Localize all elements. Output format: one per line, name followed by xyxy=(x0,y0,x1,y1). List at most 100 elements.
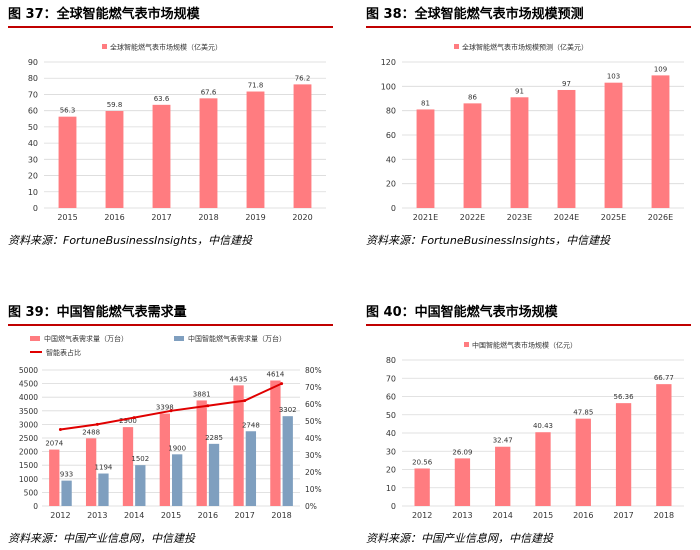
bar xyxy=(651,75,670,208)
bar xyxy=(575,418,591,506)
data-label: 26.09 xyxy=(452,448,472,456)
bar xyxy=(510,97,529,208)
y2-tick-label: 0% xyxy=(305,502,317,511)
data-label: 20.56 xyxy=(412,458,433,466)
legend-label: 全球智能燃气表市场规模（亿美元） xyxy=(110,43,222,52)
x-tick-label: 2014 xyxy=(493,511,513,520)
chart-title: 图 38：全球智能燃气表市场规模预测 xyxy=(366,4,691,28)
bar xyxy=(172,454,183,506)
x-tick-label: 2014 xyxy=(124,511,144,520)
x-tick-label: 2016 xyxy=(104,213,124,222)
bar-chart-global-forecast: 全球智能燃气表市场规模预测（亿美元） 0 20 40 60 80 100 120 81 2021E… xyxy=(381,43,684,222)
x-tick-label: 2015 xyxy=(57,213,77,222)
y-tick-label: 4500 xyxy=(19,380,38,389)
data-label: 56.36 xyxy=(614,393,635,401)
bar xyxy=(246,91,265,208)
x-tick-label: 2016 xyxy=(198,511,218,520)
y-tick-label: 80 xyxy=(386,356,396,365)
data-label: 86 xyxy=(468,93,477,101)
bar xyxy=(196,400,207,506)
bar xyxy=(414,468,430,506)
x-tick-label: 2018 xyxy=(654,511,674,520)
legend-label: 中国智能燃气表需求量（万台） xyxy=(188,334,286,343)
data-label: 1502 xyxy=(131,455,149,463)
data-label: 71.8 xyxy=(248,82,264,90)
line-point xyxy=(95,422,99,426)
y-tick-label: 3500 xyxy=(19,407,38,416)
bar xyxy=(495,446,511,506)
x-tick-label: 2017 xyxy=(613,511,633,520)
bar xyxy=(98,473,109,506)
data-label: 3302 xyxy=(279,406,297,414)
bar xyxy=(61,480,72,506)
bar-chart-china-market: 中国智能燃气表市场规模（亿元） 0 10 20 30 40 50 60 70 80 20.56 201… xyxy=(386,341,684,520)
chart-title: 图 37：全球智能燃气表市场规模 xyxy=(8,4,333,28)
bar xyxy=(152,104,171,208)
bar xyxy=(656,384,672,506)
chart-panel-2: 图 38：全球智能燃气表市场规模预测 全球智能燃气表市场规模预测（亿美元） 0 20… xyxy=(366,4,691,247)
chart-title: 图 40：中国智能燃气表市场规模 xyxy=(366,302,691,326)
x-tick-label: 2013 xyxy=(87,511,107,520)
legend-label: 全球智能燃气表市场规模预测（亿美元） xyxy=(462,43,588,52)
y-tick-label: 40 xyxy=(28,139,38,148)
y-tick-label: 90 xyxy=(28,58,38,67)
data-label: 1194 xyxy=(95,464,113,472)
line-point xyxy=(206,404,210,408)
y-tick-label: 0 xyxy=(391,502,396,511)
data-label: 63.6 xyxy=(154,95,170,103)
x-tick-label: 2015 xyxy=(161,511,181,520)
chart-panel-3: 图 39：中国智能燃气表需求量 中国燃气表需求量（万台） 中国智能燃气表需求量（万… xyxy=(8,302,333,547)
y2-tick-label: 50% xyxy=(305,417,322,426)
bar xyxy=(416,109,435,208)
bar xyxy=(270,380,281,506)
y-tick-label: 60 xyxy=(386,131,396,140)
legend-swatch xyxy=(174,336,184,341)
line-point xyxy=(243,399,247,403)
y-tick-label: 60 xyxy=(28,107,38,116)
bar xyxy=(85,438,97,506)
y-tick-label: 2500 xyxy=(19,434,38,443)
data-label: 40.43 xyxy=(533,422,553,430)
legend-swatch xyxy=(102,44,107,49)
y-tick-label: 50 xyxy=(386,411,396,420)
legend-swatch xyxy=(464,342,469,347)
y2-tick-label: 30% xyxy=(305,451,322,460)
bar xyxy=(245,431,257,506)
data-label: 76.2 xyxy=(295,74,311,82)
x-tick-label: 2026E xyxy=(648,213,673,222)
y-tick-label: 0 xyxy=(33,204,38,213)
x-tick-label: 2025E xyxy=(601,213,626,222)
source-note: 资料来源：中国产业信息网，中信建投 xyxy=(366,532,553,545)
bar-chart-global-market: 全球智能燃气表市场规模（亿美元） 0 10 20 30 40 50 60 70 80 90 56.3 2… xyxy=(28,43,326,222)
y-tick-label: 500 xyxy=(24,488,39,497)
bar xyxy=(135,465,146,506)
y-tick-label: 30 xyxy=(28,155,38,164)
y-tick-label: 60 xyxy=(386,393,396,402)
data-label: 32.47 xyxy=(493,437,513,445)
bar xyxy=(58,116,77,208)
x-tick-label: 2012 xyxy=(412,511,432,520)
combo-chart-china-demand: 中国燃气表需求量（万台） 中国智能燃气表需求量（万台） 智能表占比 0 500 1000 1… xyxy=(19,334,322,520)
y-tick-label: 70 xyxy=(28,90,38,99)
data-label: 2488 xyxy=(82,428,100,436)
y-tick-label: 5000 xyxy=(19,366,38,375)
legend-swatch xyxy=(454,44,459,49)
line-point xyxy=(58,428,62,431)
y-tick-label: 40 xyxy=(386,155,396,164)
bar xyxy=(199,98,218,208)
y-tick-label: 20 xyxy=(28,172,38,181)
y-tick-label: 0 xyxy=(33,502,38,511)
y-tick-label: 80 xyxy=(28,74,38,83)
y-tick-label: 0 xyxy=(391,204,396,213)
y-tick-label: 20 xyxy=(386,466,396,475)
y-tick-label: 3000 xyxy=(19,420,38,429)
legend-label: 中国智能燃气表市场规模（亿元） xyxy=(472,341,577,350)
x-tick-label: 2012 xyxy=(50,511,70,520)
x-tick-label: 2015 xyxy=(533,511,553,520)
y-tick-label: 1000 xyxy=(19,475,38,484)
y-tick-label: 4000 xyxy=(19,393,38,402)
y-tick-label: 20 xyxy=(386,180,396,189)
data-label: 4435 xyxy=(230,375,248,383)
bar xyxy=(105,110,124,208)
chart-title: 图 39：中国智能燃气表需求量 xyxy=(8,302,333,326)
